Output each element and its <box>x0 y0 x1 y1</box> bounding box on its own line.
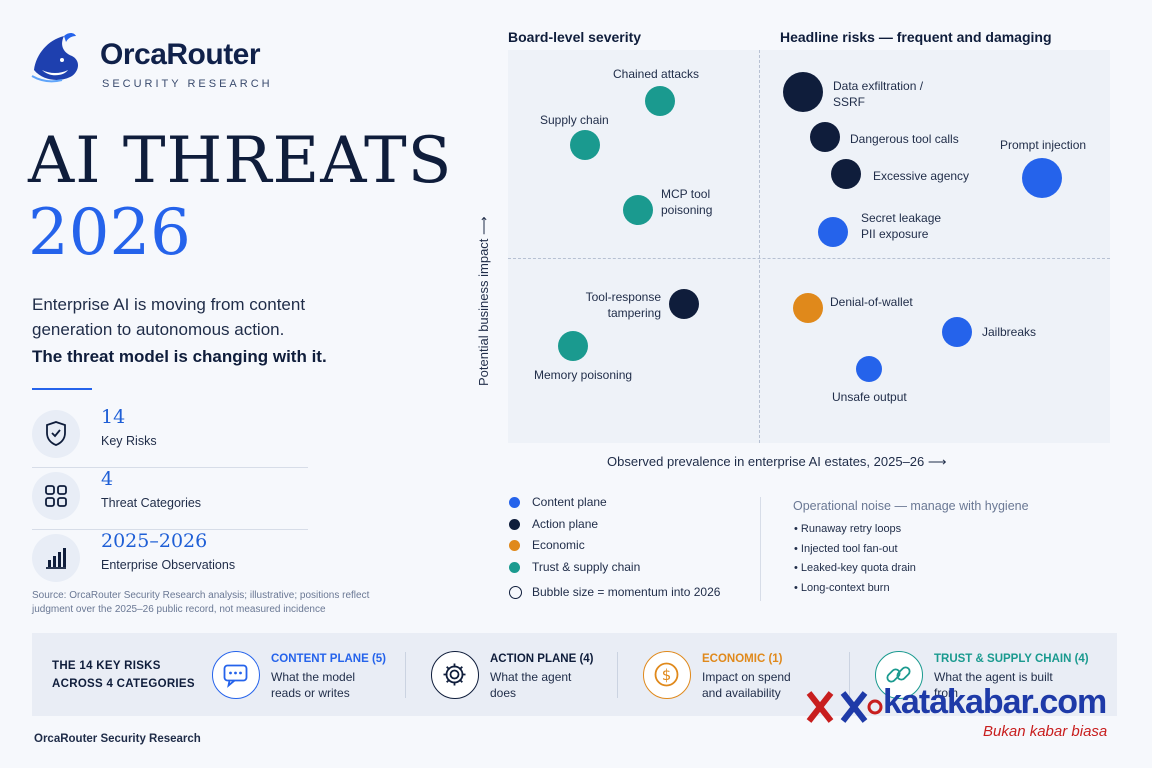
category-band-title: THE 14 KEY RISKS ACROSS 4 CATEGORIES <box>52 660 195 690</box>
risk-bubble <box>783 72 823 112</box>
category-description: Impact on spend and availability <box>702 670 791 700</box>
risk-label: Jailbreaks <box>982 325 1037 339</box>
divider <box>32 529 308 530</box>
category-name: TRUST & SUPPLY CHAIN (4) <box>934 653 1089 665</box>
gear-icon <box>431 651 479 699</box>
divider <box>32 467 308 468</box>
risk-bubble <box>818 217 848 247</box>
page-title-year: 2026 <box>28 196 191 270</box>
bubble-size-note: Bubble size = momentum into 2026 <box>532 585 721 599</box>
stat-key-risks: 14 Key Risks <box>32 406 308 468</box>
risk-bubble <box>623 195 653 225</box>
legend-swatch <box>509 540 520 551</box>
stat-value: 4 <box>101 468 114 490</box>
risk-label: Data exfiltration / SSRF <box>833 79 924 109</box>
risk-bubble <box>645 86 675 116</box>
risk-bubble <box>1022 158 1062 198</box>
legend-label: Economic <box>532 538 585 552</box>
orca-logo-icon <box>31 33 78 83</box>
risk-bubble <box>793 293 823 323</box>
stat-threat-categories: 4 Threat Categories <box>32 468 308 530</box>
legend-label: Action plane <box>532 516 599 531</box>
risk-label: Memory poisoning <box>534 368 633 382</box>
risk-bubble <box>558 331 588 361</box>
category-name: CONTENT PLANE (5) <box>271 653 386 665</box>
arrow-right-icon: ⟶ <box>476 216 491 235</box>
y-axis-label-text: Potential business impact <box>476 238 491 386</box>
brand-subtitle: SECURITY RESEARCH <box>102 78 273 90</box>
risk-bubble <box>831 159 861 189</box>
y-axis-label: Potential business impact ⟶ <box>476 156 492 386</box>
noise-item: • Long-context burn <box>794 581 890 594</box>
stat-label: Threat Categories <box>101 496 202 510</box>
category-description: What the agent is built from <box>934 670 1053 700</box>
watermark: katakabar.com Bukan kabar biasa <box>805 683 1129 743</box>
watermark-tagline: Bukan kabar biasa <box>983 723 1108 740</box>
accent-rule <box>32 388 92 390</box>
noise-item: • Runaway retry loops <box>794 523 902 535</box>
shield-check-icon <box>32 410 80 458</box>
quadrant-divider-vertical <box>759 50 760 443</box>
watermark-logo-icon <box>806 691 883 723</box>
quadrant-title-severity: Board-level severity <box>508 29 642 45</box>
legend-label: Content plane <box>532 495 607 509</box>
bar-chart-icon <box>32 534 80 582</box>
link-icon <box>875 651 923 699</box>
category-divider <box>405 652 406 698</box>
x-axis-label-text: Observed prevalence in enterprise AI est… <box>607 454 925 469</box>
risk-label: Dangerous tool calls <box>850 132 959 146</box>
legend-swatch <box>509 518 520 530</box>
chat-icon <box>212 651 260 699</box>
stat-value: 2025–2026 <box>101 530 208 552</box>
footer-text: OrcaRouter Security Research <box>34 733 201 745</box>
risk-label: Supply chain <box>540 113 609 127</box>
risk-label: Denial-of-wallet <box>830 295 913 309</box>
risk-label: Tool-response tampering <box>585 290 661 320</box>
category-name: ACTION PLANE (4) <box>490 653 594 665</box>
risk-label: Excessive agency <box>873 169 970 183</box>
page-title: AI THREATS <box>28 124 453 198</box>
category-divider <box>617 652 618 698</box>
quadrant-divider-horizontal <box>508 258 1110 259</box>
risk-bubble <box>942 317 972 347</box>
stat-value: 14 <box>101 406 126 428</box>
legend-label: Trust & supply chain <box>532 559 641 574</box>
category-description: What the model reads or writes <box>271 670 356 700</box>
x-axis-label: Observed prevalence in enterprise AI est… <box>607 454 947 470</box>
intro-text: Enterprise AI is moving from content gen… <box>32 295 306 339</box>
dollar-icon: $ <box>643 651 691 699</box>
risk-bubble <box>669 289 699 319</box>
legend-divider <box>760 497 761 601</box>
stat-observations: 2025–2026 Enterprise Observations <box>32 530 308 588</box>
stat-label: Key Risks <box>101 434 157 448</box>
bubble-size-swatch <box>509 586 522 599</box>
legend-swatch <box>509 561 520 573</box>
risk-bubble <box>570 130 600 160</box>
category-name: ECONOMIC (1) <box>702 653 783 665</box>
category-description: What the agent does <box>490 670 572 700</box>
brand-name: OrcaRouter <box>100 38 261 71</box>
risk-label: MCP tool poisoning <box>661 187 713 217</box>
source-note: Source: OrcaRouter Security Research ana… <box>32 590 370 615</box>
watermark-brand: katakabar.com <box>883 683 1107 721</box>
svg-text:$: $ <box>662 666 672 684</box>
risk-bubble <box>810 122 840 152</box>
grid-icon <box>32 472 80 520</box>
noise-title: Operational noise — manage with hygiene <box>793 499 1029 513</box>
risk-label: Secret leakage PII exposure <box>861 211 942 241</box>
risk-matrix-plot <box>508 50 1110 443</box>
arrow-right-icon: ⟶ <box>927 454 947 469</box>
risk-label: Prompt injection <box>1000 138 1087 152</box>
noise-item: • Injected tool fan-out <box>794 542 898 555</box>
stat-label: Enterprise Observations <box>101 558 236 572</box>
brand-logo: OrcaRouter SECURITY RESEARCH <box>28 30 288 92</box>
category-divider <box>849 652 850 698</box>
legend-swatch <box>509 497 520 508</box>
intro-bold-text: The threat model is changing with it. <box>32 347 327 366</box>
risk-bubble <box>856 356 882 382</box>
risk-label: Chained attacks <box>613 67 700 81</box>
risk-label: Unsafe output <box>832 390 907 404</box>
noise-item: • Leaked-key quota drain <box>794 562 916 574</box>
quadrant-title-headline: Headline risks — frequent and damaging <box>780 29 1052 45</box>
